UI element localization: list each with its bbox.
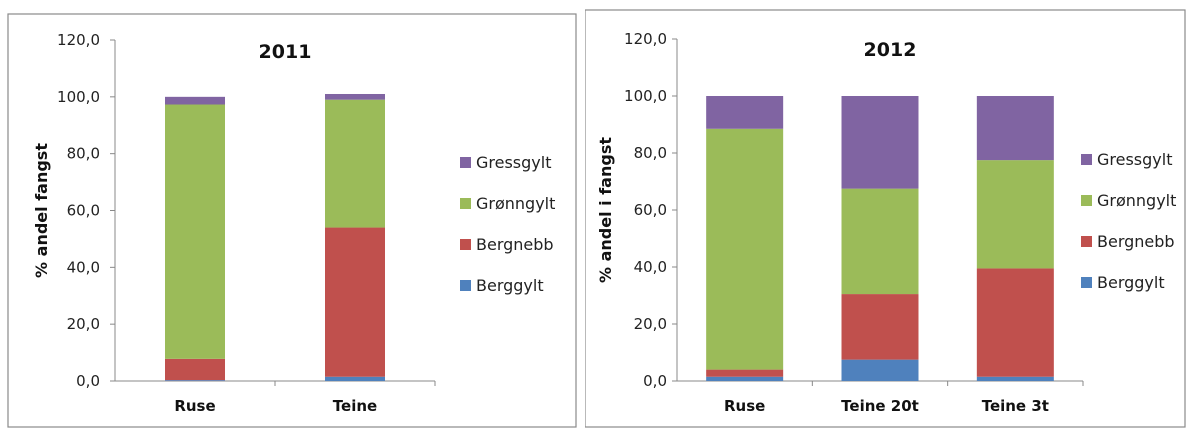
x-category-label: Ruse bbox=[724, 397, 765, 415]
y-axis-label: % andel fangst bbox=[32, 143, 51, 278]
y-tick-label: 60,0 bbox=[634, 201, 667, 219]
y-tick-label: 60,0 bbox=[67, 202, 100, 220]
bar-segment-berggylt-teine bbox=[325, 376, 385, 381]
x-category-label: Ruse bbox=[174, 397, 215, 415]
bar-segment-gressgylt-ruse bbox=[706, 96, 784, 129]
legend-swatch-gressgylt bbox=[460, 157, 471, 168]
y-tick-label: 0,0 bbox=[643, 372, 667, 390]
y-tick-label: 40,0 bbox=[67, 258, 100, 276]
bar-segment-gressgylt-teine bbox=[325, 93, 385, 100]
legend-swatch-bergnebb bbox=[1081, 236, 1092, 247]
legend-swatch-gronngylt bbox=[1081, 195, 1092, 206]
legend-swatch-bergnebb bbox=[460, 239, 471, 250]
y-tick-label: 100,0 bbox=[624, 87, 667, 105]
y-tick-label: 120,0 bbox=[624, 30, 667, 48]
bar-segment-bergnebb-teine-20t bbox=[841, 294, 919, 360]
legend-label-berggylt: Berggylt bbox=[1097, 273, 1165, 292]
bar-segment-gronngylt-teine-20t bbox=[841, 188, 919, 295]
bar-segment-gronngylt-ruse bbox=[706, 128, 784, 370]
chart-frame-2011 bbox=[7, 13, 577, 428]
y-tick-label: 40,0 bbox=[634, 258, 667, 276]
chart-title: 2011 bbox=[259, 41, 312, 63]
bar-segment-bergnebb-ruse bbox=[165, 358, 225, 381]
legend-label-bergnebb: Bergnebb bbox=[1097, 232, 1175, 251]
legend-label-gronngylt: Grønngylt bbox=[1097, 191, 1176, 210]
bar-segment-gressgylt-ruse bbox=[165, 96, 225, 105]
bar-segment-berggylt-ruse bbox=[165, 380, 225, 381]
legend-swatch-gronngylt bbox=[460, 198, 471, 209]
bar-segment-gronngylt-teine-3t bbox=[976, 160, 1054, 269]
y-tick-label: 0,0 bbox=[76, 372, 100, 390]
y-tick-label: 120,0 bbox=[57, 31, 100, 49]
bar-segment-bergnebb-teine bbox=[325, 227, 385, 377]
chart-title: 2012 bbox=[864, 39, 917, 61]
legend-label-gressgylt: Gressgylt bbox=[476, 153, 551, 172]
bar-segment-bergnebb-teine-3t bbox=[976, 268, 1054, 377]
bar-segment-gressgylt-teine-20t bbox=[841, 96, 919, 189]
legend-swatch-gressgylt bbox=[1081, 154, 1092, 165]
bar-segment-berggylt-teine-3t bbox=[976, 376, 1054, 381]
bar-segment-gressgylt-teine-3t bbox=[976, 96, 1054, 161]
chart-2011-svg: 0,0 20,0 40,0 60,0 80,0 100,0 120,0 Ruse Teine 20… bbox=[7, 13, 577, 428]
y-tick-label: 80,0 bbox=[634, 144, 667, 162]
legend-label-gronngylt: Grønngylt bbox=[476, 194, 555, 213]
legend-label-bergnebb: Bergnebb bbox=[476, 235, 554, 254]
bar-segment-berggylt-teine-20t bbox=[841, 359, 919, 381]
x-category-label: Teine 20t bbox=[841, 397, 919, 415]
legend-swatch-berggylt bbox=[1081, 277, 1092, 288]
chart-2012: 0,0 20,0 40,0 60,0 80,0 100,0 120,0 Ruse Teine 2… bbox=[584, 0, 1190, 429]
bar-segment-berggylt-ruse bbox=[706, 376, 784, 381]
bar-segment-gronngylt-ruse bbox=[165, 104, 225, 359]
legend-swatch-berggylt bbox=[460, 280, 471, 291]
legend-label-gressgylt: Gressgylt bbox=[1097, 150, 1172, 169]
chart-frame-2012 bbox=[584, 9, 1186, 428]
x-category-label: Teine 3t bbox=[982, 397, 1049, 415]
chart-2011: 0,0 20,0 40,0 60,0 80,0 100,0 120,0 Ruse Teine 20… bbox=[0, 0, 583, 429]
legend-label-berggylt: Berggylt bbox=[476, 276, 544, 295]
y-tick-label: 20,0 bbox=[634, 315, 667, 333]
y-tick-label: 20,0 bbox=[67, 315, 100, 333]
bar-segment-gronngylt-teine bbox=[325, 99, 385, 228]
chart-2012-svg: 0,0 20,0 40,0 60,0 80,0 100,0 120,0 Ruse Teine 2… bbox=[584, 9, 1186, 428]
bar-segment-bergnebb-ruse bbox=[706, 369, 784, 377]
y-tick-label: 100,0 bbox=[57, 88, 100, 106]
x-category-label: Teine bbox=[333, 397, 377, 415]
y-tick-label: 80,0 bbox=[67, 145, 100, 163]
y-axis-label: % andel i fangst bbox=[596, 137, 615, 283]
